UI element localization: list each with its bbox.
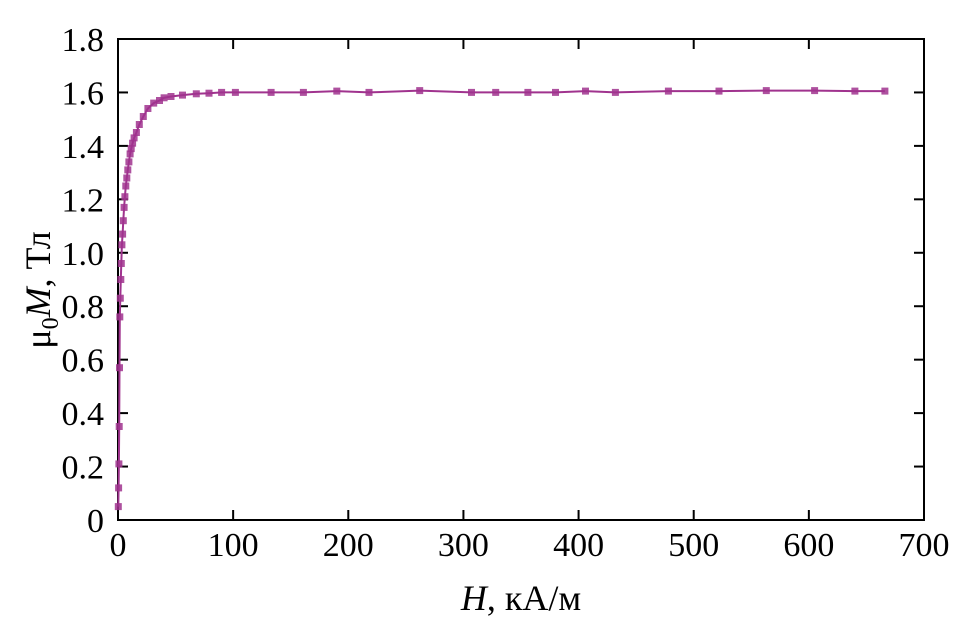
data-point [125,158,133,166]
data-point [120,203,128,211]
y-tick-label: 0.8 [62,289,105,326]
data-point [192,90,200,98]
data-point [114,503,122,511]
data-point [117,276,125,283]
data-point [167,93,175,100]
y-tick-label: 0.2 [62,450,105,487]
data-point [126,150,134,158]
data-point [130,134,138,142]
data-point [119,217,127,225]
y-tick-label: 0.4 [62,396,105,433]
data-point [492,88,500,96]
data-point [715,87,723,95]
y-axis-label-symbol: M [18,285,58,318]
data-point [117,260,125,267]
data-point [129,139,137,147]
data-point [123,174,131,182]
data-point [179,91,186,99]
data-point [116,364,123,372]
data-point [119,230,127,238]
data-point [762,87,770,95]
x-axis-label-symbol: H [460,578,489,618]
data-point [468,88,475,96]
data-point [124,166,132,174]
data-point [416,87,424,95]
data-point [218,88,226,96]
x-axis-label-unit: , кА/м [487,578,581,618]
x-tick-label: 100 [208,527,259,564]
y-tick-label: 1.0 [62,236,105,273]
data-point [118,241,126,249]
y-tick-label: 1.2 [62,182,105,219]
data-point [205,89,213,97]
y-tick-label: 1.4 [62,129,105,166]
y-axis-label-mu: μ [18,329,58,348]
data-point [267,88,275,96]
data-point [121,193,129,201]
x-tick-label: 0 [110,527,127,564]
y-axis-label-subscript: 0 [38,317,64,329]
y-tick-label: 1.8 [62,22,105,59]
data-point [552,88,559,96]
data-point [811,87,819,95]
data-point [156,97,163,104]
y-axis-label: μ0M, Тл [18,231,64,349]
data-point [524,88,532,96]
data-point [333,87,341,95]
data-point [851,87,859,95]
data-point [122,182,130,190]
y-axis-label-unit: , Тл [18,231,58,287]
x-tick-label: 400 [553,527,604,564]
data-point [299,88,307,96]
x-tick-label: 600 [783,527,834,564]
data-point [664,87,672,95]
data-point [115,423,123,430]
data-point [231,88,239,96]
series-line [117,89,885,507]
x-tick-label: 300 [438,527,489,564]
x-tick-label: 700 [899,527,950,564]
data-point [132,129,140,136]
data-point [150,99,158,107]
data-point [115,460,123,468]
plot-frame [117,38,925,521]
data-point [116,313,124,321]
data-point [365,88,373,96]
data-point [139,113,147,120]
data-point [582,87,589,95]
data-point [135,121,143,128]
data-point [116,294,124,302]
x-tick-label: 200 [323,527,374,564]
y-tick-label: 0.6 [62,343,105,380]
data-point [611,88,619,96]
data-point [881,87,889,95]
data-point [115,484,123,492]
data-point [160,94,168,102]
y-tick-label: 1.6 [62,75,105,112]
data-point [127,145,135,153]
x-axis-label: H, кА/м [460,578,581,618]
y-tick-label: 0 [87,503,104,540]
data-point [144,105,152,112]
x-tick-label: 500 [668,527,719,564]
